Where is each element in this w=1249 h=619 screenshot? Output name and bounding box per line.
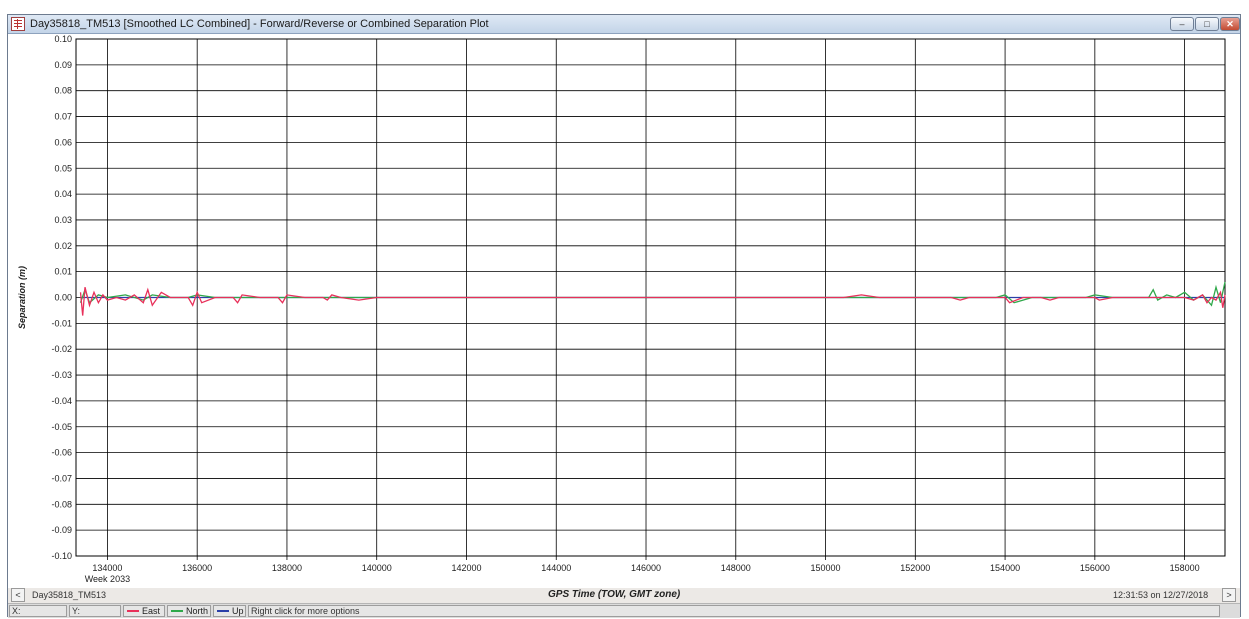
x-tick-label: 158000 — [1170, 563, 1200, 573]
x-tick-label: 134000 — [92, 563, 122, 573]
x-axis-week-label: Week 2033 — [85, 574, 130, 584]
y-axis-label: Separation (m) — [17, 266, 27, 329]
separation-chart[interactable]: 0.10 0.09 0.08 0.07 0.06 0.05 0.04 0.03 0.02 0.01… — [8, 34, 1240, 588]
chart-area[interactable]: 0.10 0.09 0.08 0.07 0.06 0.05 0.04 0.03 0.02 0.01… — [8, 34, 1240, 588]
y-tick-label: -0.04 — [51, 396, 72, 406]
close-icon[interactable]: ✕ — [1220, 17, 1240, 31]
plot-footer: < Day35818_TM513 GPS Time (TOW, GMT zone… — [8, 588, 1240, 603]
legend-swatch-up — [217, 610, 229, 612]
y-tick-label: -0.05 — [51, 422, 72, 432]
legend-label-north: North — [186, 606, 209, 616]
y-tick-label: 0.00 — [54, 293, 72, 303]
y-tick-label: 0.10 — [54, 34, 72, 44]
legend-item-up[interactable]: Up — [213, 605, 246, 617]
x-readout: X: — [9, 605, 67, 617]
maximize-icon[interactable]: □ — [1195, 17, 1219, 31]
status-hint: Right click for more options — [248, 605, 1220, 617]
footer-axis-label: GPS Time (TOW, GMT zone) — [548, 589, 681, 600]
status-bar: X: Y: East North Up Right click for more… — [8, 603, 1240, 618]
x-tick-label: 138000 — [272, 563, 302, 573]
x-tick-label: 148000 — [721, 563, 751, 573]
plot-window: Day35818_TM513 [Smoothed LC Combined] - … — [7, 14, 1241, 618]
x-tick-label: 150000 — [811, 563, 841, 573]
y-tick-label: 0.06 — [54, 137, 72, 147]
y-readout: Y: — [69, 605, 121, 617]
x-tick-label: 136000 — [182, 563, 212, 573]
x-tick-label: 146000 — [631, 563, 661, 573]
scroll-right-button[interactable]: > — [1222, 588, 1236, 602]
window-title: Day35818_TM513 [Smoothed LC Combined] - … — [30, 18, 489, 30]
y-tick-label: 0.05 — [54, 163, 72, 173]
chart-app-icon — [11, 17, 25, 31]
footer-timestamp: 12:31:53 on 12/27/2018 — [1113, 590, 1209, 600]
x-tick-label: 144000 — [541, 563, 571, 573]
x-tick-label: 142000 — [451, 563, 481, 573]
y-tick-label: 0.07 — [54, 112, 72, 122]
title-bar[interactable]: Day35818_TM513 [Smoothed LC Combined] - … — [8, 15, 1240, 34]
status-hint-text: Right click for more options — [251, 606, 360, 616]
y-tick-label: -0.08 — [51, 499, 72, 509]
legend-label-east: East — [142, 606, 161, 616]
y-tick-label: 0.03 — [54, 215, 72, 225]
y-tick-label: 0.08 — [54, 86, 72, 96]
y-tick-label: -0.10 — [51, 551, 72, 561]
x-tick-label: 152000 — [900, 563, 930, 573]
y-tick-label: -0.06 — [51, 448, 72, 458]
x-readout-label: X: — [12, 606, 21, 616]
y-tick-label: 0.04 — [54, 189, 72, 199]
x-tick-label: 154000 — [990, 563, 1020, 573]
y-tick-label: 0.09 — [54, 60, 72, 70]
series-line-east[interactable] — [79, 287, 1226, 316]
y-tick-label: -0.01 — [51, 318, 72, 328]
y-readout-label: Y: — [72, 606, 81, 616]
legend-swatch-east — [127, 610, 139, 612]
footer-dataset-label: Day35818_TM513 — [32, 590, 107, 600]
legend-swatch-north — [171, 610, 183, 612]
y-tick-label: 0.01 — [54, 267, 72, 277]
x-tick-label: 140000 — [362, 563, 392, 573]
minimize-icon[interactable]: – — [1170, 17, 1194, 31]
y-tick-label: -0.03 — [51, 370, 72, 380]
legend-item-north[interactable]: North — [167, 605, 211, 617]
x-tick-label: 156000 — [1080, 563, 1110, 573]
y-tick-label: 0.02 — [54, 241, 72, 251]
y-tick-label: -0.02 — [51, 344, 72, 354]
y-tick-label: -0.09 — [51, 525, 72, 535]
legend-item-east[interactable]: East — [123, 605, 165, 617]
y-tick-label: -0.07 — [51, 473, 72, 483]
scroll-left-button[interactable]: < — [11, 588, 25, 602]
legend-label-up: Up — [232, 606, 244, 616]
